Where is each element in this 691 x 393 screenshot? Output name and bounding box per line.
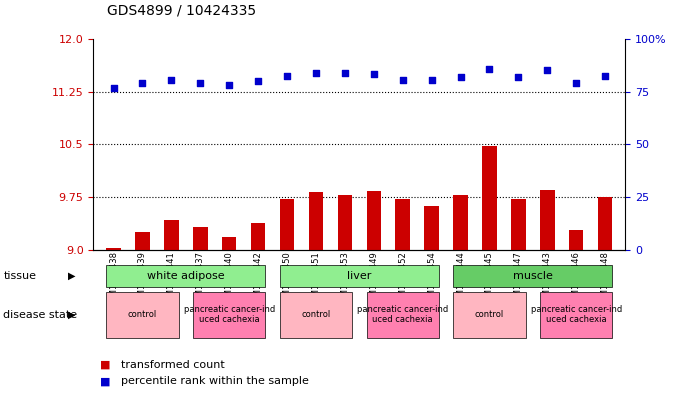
Point [397, 77, 408, 83]
Point [137, 80, 148, 86]
Point [368, 71, 379, 77]
Text: ■: ■ [100, 360, 111, 370]
Point [600, 73, 611, 79]
Bar [453, 195, 468, 250]
Text: GDS4899 / 10424335: GDS4899 / 10424335 [107, 4, 256, 18]
Bar [598, 197, 612, 250]
Point [310, 70, 321, 76]
Bar [106, 248, 121, 250]
Bar [251, 223, 265, 250]
Text: control: control [475, 310, 504, 319]
Text: tissue: tissue [3, 271, 37, 281]
Bar [540, 190, 554, 250]
Point [513, 74, 524, 80]
Bar [482, 146, 497, 250]
Point [195, 80, 206, 86]
Point [166, 77, 177, 83]
Text: ▶: ▶ [68, 271, 75, 281]
Bar [135, 232, 150, 250]
Point [542, 67, 553, 73]
Bar [569, 230, 583, 250]
Point [281, 73, 292, 79]
Text: white adipose: white adipose [147, 271, 225, 281]
Bar [164, 220, 178, 250]
Bar [309, 192, 323, 250]
Bar [511, 199, 526, 250]
Text: control: control [301, 310, 330, 319]
Point [455, 74, 466, 80]
Point [108, 84, 119, 91]
Text: pancreatic cancer-ind
uced cachexia: pancreatic cancer-ind uced cachexia [184, 305, 275, 325]
Bar [338, 195, 352, 250]
Text: disease state: disease state [3, 310, 77, 320]
Point [339, 70, 350, 76]
Point [484, 66, 495, 72]
Text: pancreatic cancer-ind
uced cachexia: pancreatic cancer-ind uced cachexia [531, 305, 622, 325]
Bar [395, 199, 410, 250]
Bar [424, 206, 439, 250]
Point [224, 82, 235, 88]
Bar [222, 237, 236, 250]
Text: pancreatic cancer-ind
uced cachexia: pancreatic cancer-ind uced cachexia [357, 305, 448, 325]
Point [426, 77, 437, 83]
Bar [366, 191, 381, 250]
Text: control: control [128, 310, 157, 319]
Text: ▶: ▶ [68, 310, 75, 320]
Text: transformed count: transformed count [121, 360, 225, 370]
Bar [280, 199, 294, 250]
Point [571, 80, 582, 86]
Text: muscle: muscle [513, 271, 553, 281]
Bar [193, 227, 207, 250]
Point [253, 78, 264, 84]
Text: percentile rank within the sample: percentile rank within the sample [121, 376, 309, 386]
Text: ■: ■ [100, 376, 111, 386]
Text: liver: liver [347, 271, 372, 281]
